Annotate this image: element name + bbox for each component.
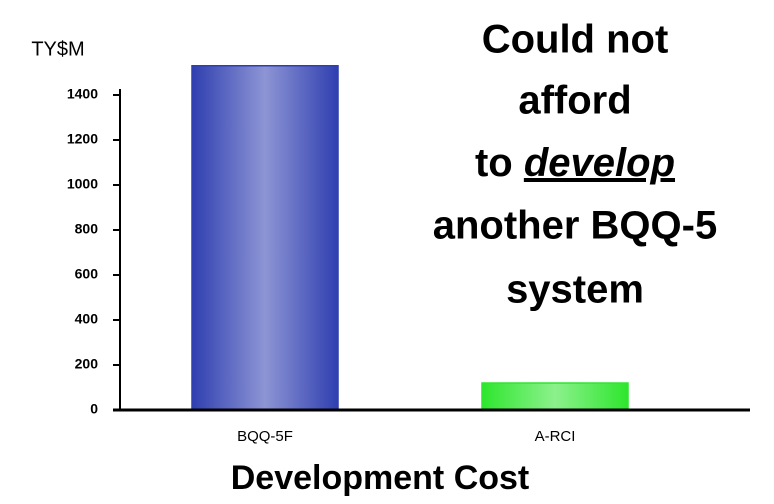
x-tick-label: BQQ-5F bbox=[237, 428, 293, 445]
annotation-line: afford bbox=[518, 79, 631, 123]
annotation-line: another BQQ-5 bbox=[433, 204, 717, 248]
annotation: Could not afford to develop another BQQ-… bbox=[433, 18, 717, 312]
y-tick-label: 600 bbox=[75, 266, 99, 282]
y-tick-label: 200 bbox=[75, 356, 99, 372]
chart-title: Development Cost bbox=[231, 459, 530, 497]
y-tick-label: 800 bbox=[75, 221, 99, 237]
annotation-line: to develop bbox=[475, 141, 675, 185]
y-tick-label: 400 bbox=[75, 311, 99, 327]
annotation-emphasis: develop bbox=[524, 141, 675, 185]
y-axis-label: TY$M bbox=[31, 38, 84, 60]
annotation-line: system bbox=[506, 268, 644, 312]
bar bbox=[191, 65, 339, 411]
annotation-line: Could not bbox=[482, 18, 669, 62]
y-tick-label: 1000 bbox=[67, 176, 98, 192]
bar bbox=[481, 382, 629, 411]
annotation-word: to bbox=[475, 141, 513, 185]
x-tick-label: A-RCI bbox=[535, 428, 576, 445]
y-tick-label: 1200 bbox=[67, 131, 98, 147]
y-tick-label: 0 bbox=[90, 401, 98, 417]
y-tick-label: 1400 bbox=[67, 86, 98, 102]
